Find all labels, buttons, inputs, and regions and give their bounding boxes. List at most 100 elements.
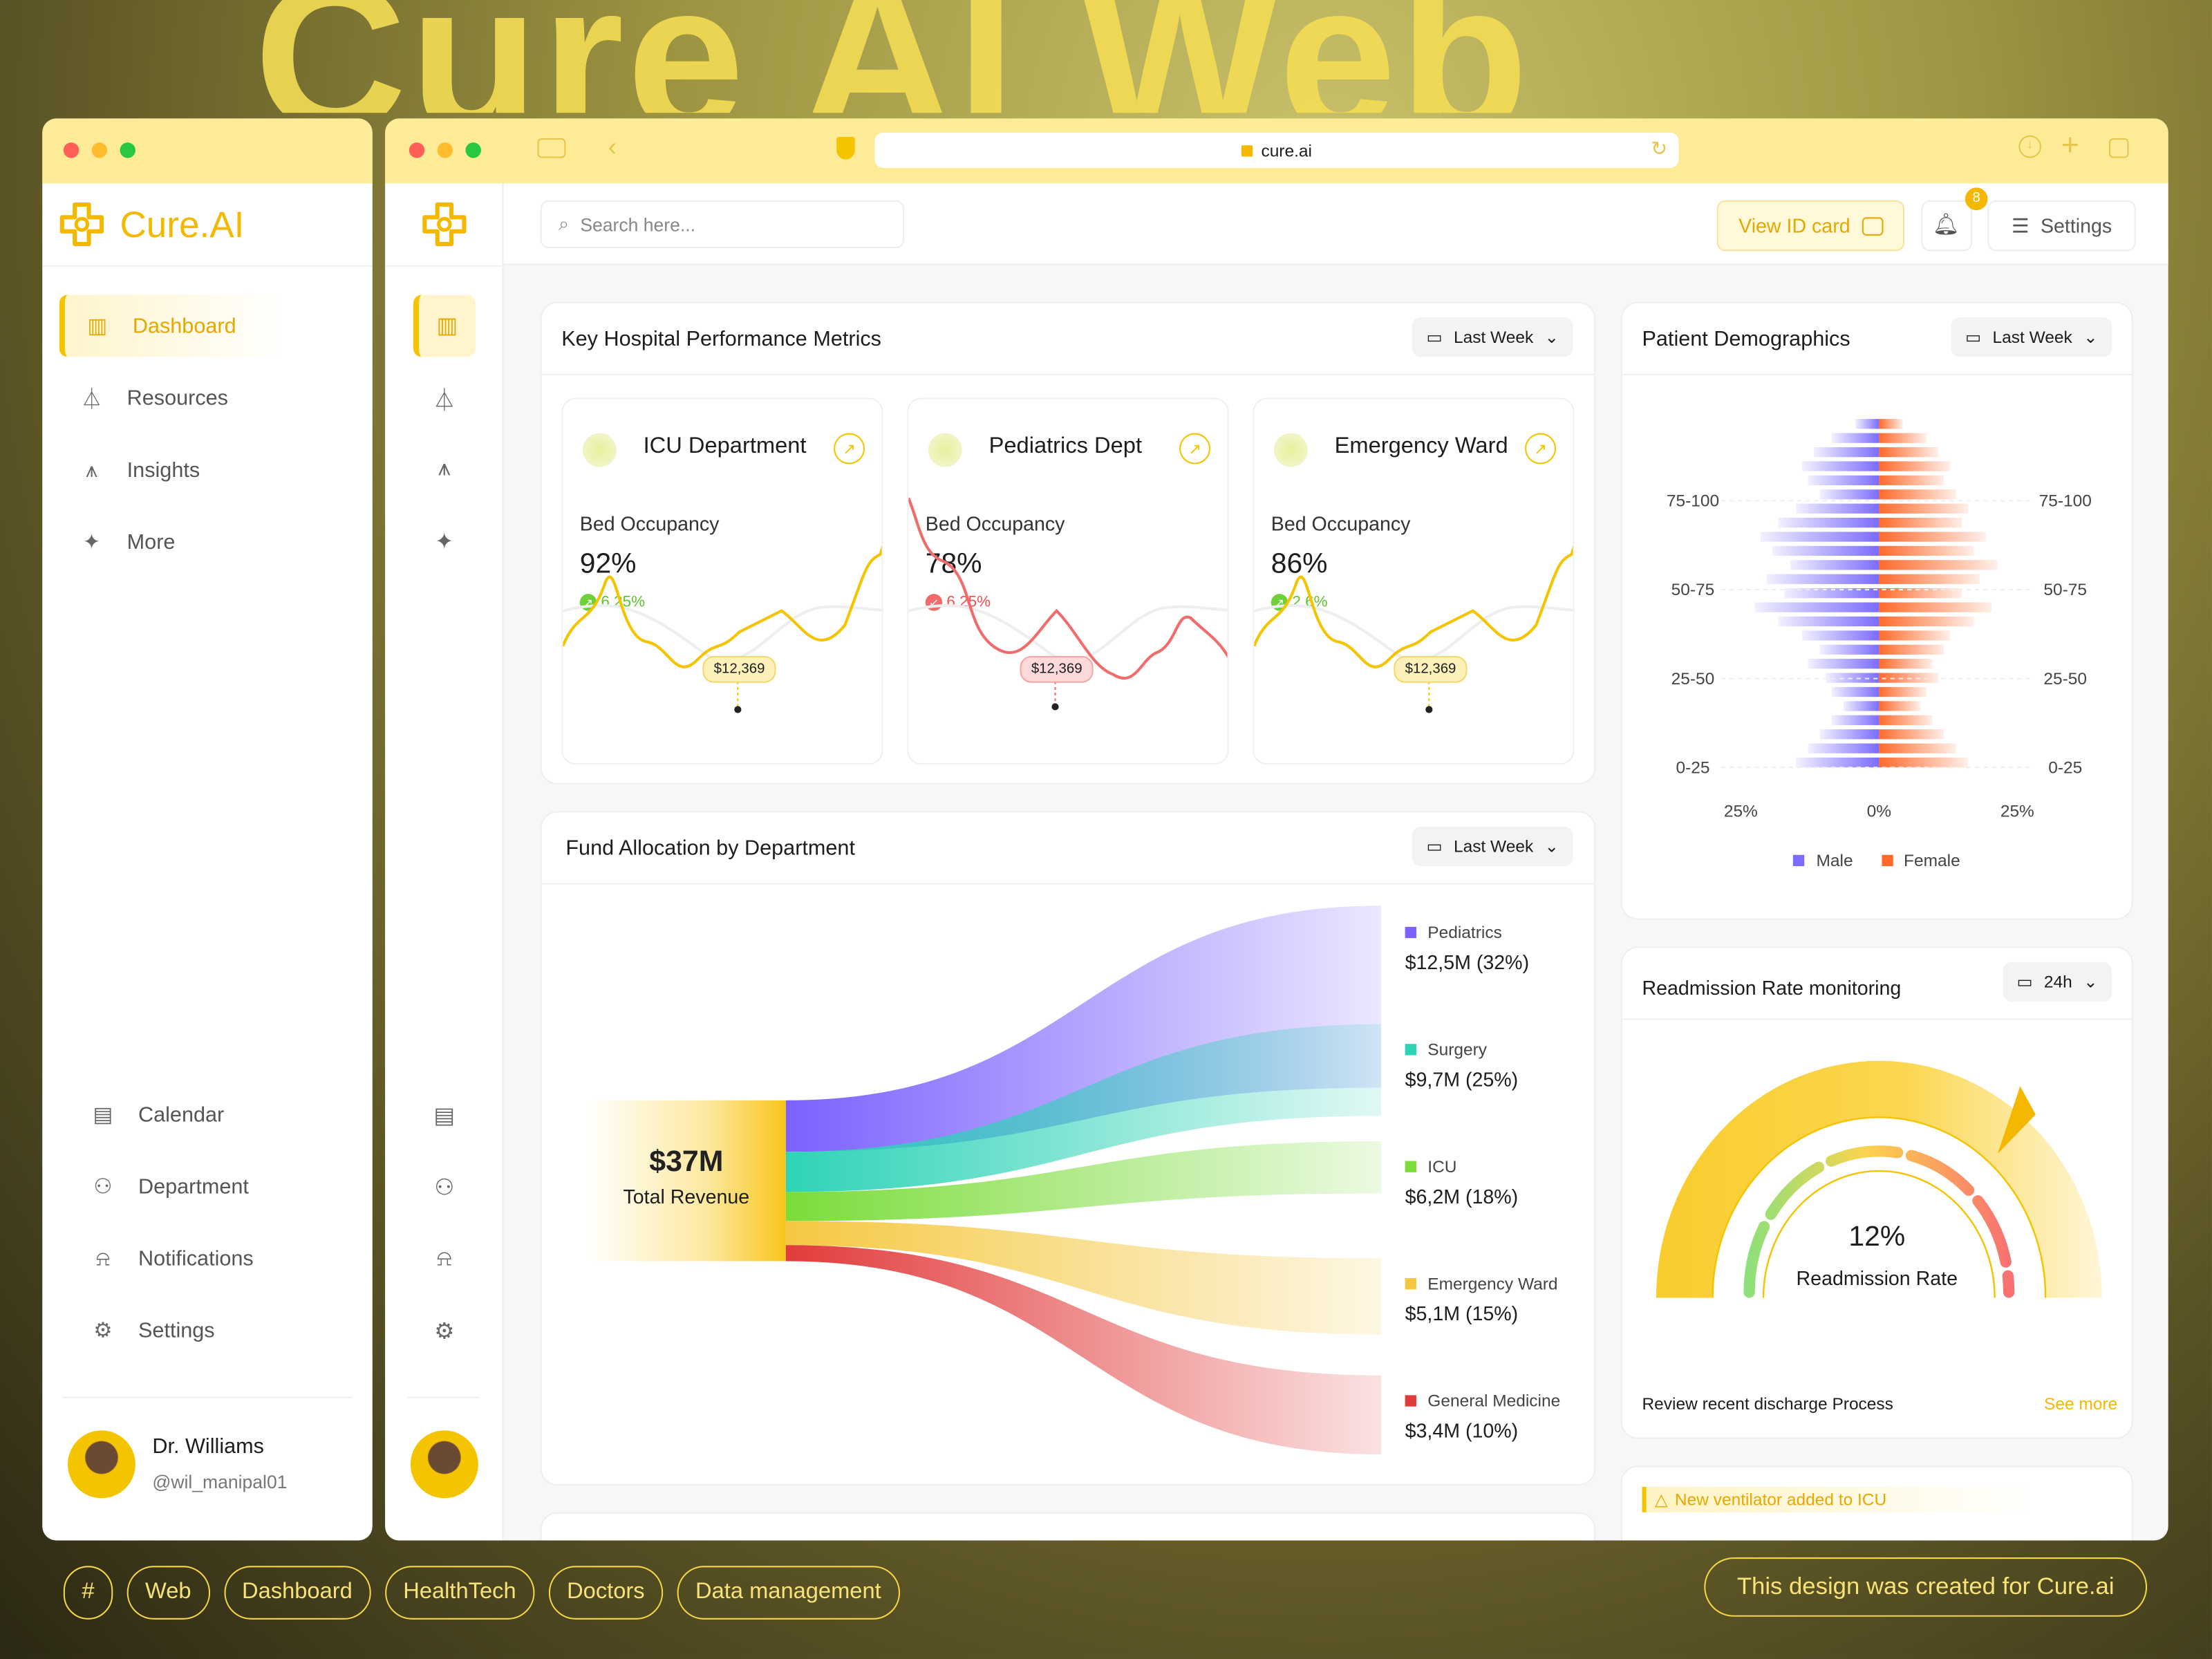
- male-bar: [1826, 673, 1880, 683]
- view-id-card-button[interactable]: View ID card: [1716, 200, 1905, 252]
- tag-web[interactable]: Web: [126, 1566, 210, 1620]
- sidebar-toggle-icon[interactable]: [537, 138, 566, 158]
- female-bar: [1879, 517, 1962, 528]
- download-icon[interactable]: ↓: [2018, 135, 2042, 158]
- sankey-chart: [785, 906, 1381, 1455]
- lock-icon: [1241, 144, 1253, 156]
- female-bar: [1879, 475, 1944, 486]
- rail-layout-button[interactable]: ▥: [413, 294, 476, 357]
- sidebar-item-more[interactable]: ✦ More: [59, 511, 313, 573]
- sidebar-item-insights[interactable]: ⩚ Insights: [59, 439, 313, 501]
- arrow-up-right-icon[interactable]: ↗: [1525, 433, 1557, 465]
- close-window-button[interactable]: [63, 142, 79, 158]
- reload-icon[interactable]: ↻: [1651, 136, 1668, 160]
- minimize-window-button[interactable]: [437, 142, 453, 158]
- sidebar-item-department[interactable]: ⚇ Department: [71, 1155, 324, 1217]
- legend-male: Male: [1793, 851, 1853, 870]
- fund-range-select[interactable]: ▭ Last Week ⌄: [1412, 826, 1573, 867]
- sidebar-item-calendar[interactable]: ▤ Calendar: [71, 1083, 324, 1145]
- tag-healthtech[interactable]: HealthTech: [384, 1566, 535, 1620]
- rail-users-button[interactable]: ⚇: [413, 1156, 476, 1219]
- legend-swatch: [1881, 854, 1893, 867]
- sidebar-item-settings[interactable]: ⚙ Settings: [71, 1300, 324, 1362]
- tag-dashboard[interactable]: Dashboard: [223, 1566, 371, 1620]
- notification-item[interactable]: △ New ventilator added to ICU: [1642, 1487, 2037, 1512]
- sidebar-item-resources[interactable]: ⏃ Resources: [59, 367, 313, 429]
- kpi-card-icu-department[interactable]: ICU Department ↗ Bed Occupancy 92% ↗ 6.25…: [561, 397, 883, 765]
- range-label: Last Week: [1453, 836, 1534, 856]
- age-label-left: 25-50: [1671, 670, 1715, 688]
- male-bar: [1819, 644, 1880, 655]
- tag-doctors[interactable]: Doctors: [548, 1566, 664, 1620]
- legend-swatch: [1405, 1277, 1416, 1290]
- age-label-right: 75-100: [2039, 492, 2092, 511]
- legend-swatch: [1405, 926, 1416, 939]
- rail-sparkle-button[interactable]: ✦: [413, 511, 476, 573]
- demographics-range-select[interactable]: ▭ Last Week ⌄: [1951, 317, 2112, 357]
- rail-chart-button[interactable]: ⩚: [413, 439, 476, 501]
- users-icon: ⚇: [434, 1177, 455, 1201]
- avatar[interactable]: [410, 1430, 478, 1499]
- flask-icon: ⏃: [433, 389, 456, 413]
- chevron-down-icon: ⌄: [1544, 836, 1559, 856]
- back-icon[interactable]: ‹: [608, 132, 617, 161]
- settings-button[interactable]: ☰ Settings: [1987, 200, 2136, 252]
- notifications-button[interactable]: 🔔︎ 8: [1921, 187, 1988, 252]
- new-tab-icon[interactable]: +: [2061, 126, 2079, 162]
- male-bar: [1801, 461, 1880, 471]
- female-bar: [1879, 545, 1974, 556]
- calendar-icon: ▭: [1426, 836, 1443, 856]
- id-card-icon: [1861, 216, 1883, 235]
- sparkline: [908, 497, 1228, 711]
- sankey-flow-icu[interactable]: [785, 1141, 1381, 1221]
- male-bar: [1819, 489, 1880, 500]
- readmission-range-select[interactable]: ▭ 24h ⌄: [2003, 962, 2112, 1002]
- maximize-window-button[interactable]: [120, 142, 135, 158]
- url-bar[interactable]: cure.ai ↻: [874, 132, 1679, 168]
- rail-flask-button[interactable]: ⏃: [413, 367, 476, 429]
- close-window-button[interactable]: [409, 142, 425, 158]
- shield-icon[interactable]: [836, 136, 855, 160]
- rail-gear-button[interactable]: ⚙: [413, 1301, 476, 1363]
- sankey-flow-surgery[interactable]: [785, 1024, 1381, 1192]
- male-bar: [1796, 757, 1880, 768]
- female-bar: [1879, 729, 1944, 740]
- gear-icon: ⚙: [93, 1319, 113, 1343]
- female-bar: [1879, 433, 1927, 443]
- arrow-up-right-icon[interactable]: ↗: [1179, 433, 1211, 465]
- sidebar-item-notifications[interactable]: ⍾ Notifications: [71, 1227, 324, 1289]
- tag-list: # Web Dashboard HealthTech Doctors Data manag…: [63, 1566, 900, 1620]
- department-name: General Medicine: [1427, 1391, 1561, 1411]
- avatar[interactable]: [67, 1430, 135, 1499]
- maximize-window-button[interactable]: [465, 142, 481, 158]
- notification-text: New ventilator added to ICU: [1674, 1490, 1887, 1510]
- minimize-window-button[interactable]: [91, 142, 108, 158]
- female-bar: [1879, 447, 1939, 458]
- kpi-card-pediatrics-dept[interactable]: Pediatrics Dept ↗ Bed Occupancy 78% ↙ 6.2…: [907, 397, 1229, 765]
- readmission-card: Readmission Rate monitoring ▭ 24h ⌄ 12% Re…: [1620, 946, 2133, 1439]
- notification-card: △ New ventilator added to ICU: [1620, 1465, 2133, 1541]
- rail-calendar-button[interactable]: ▤: [413, 1085, 476, 1147]
- department-name: ICU Department: [643, 434, 807, 459]
- search-input[interactable]: ⌕ Search here...: [540, 200, 905, 249]
- search-placeholder: Search here...: [580, 214, 695, 235]
- department-icon: [1273, 433, 1308, 467]
- department-amount: $9,7M (25%): [1405, 1067, 1519, 1091]
- total-label: Total Revenue: [623, 1185, 750, 1208]
- gauge-track: [1656, 1060, 2102, 1298]
- kpi-card-emergency-ward[interactable]: Emergency Ward ↗ Bed Occupancy 86% ↗ 2.6%…: [1253, 397, 1575, 765]
- male-bar: [1843, 701, 1880, 711]
- tag-hash[interactable]: #: [63, 1566, 113, 1620]
- tag-data-management[interactable]: Data management: [677, 1566, 900, 1620]
- kpi-range-select[interactable]: ▭ Last Week ⌄: [1412, 317, 1573, 357]
- rail-bell-button[interactable]: ⍾: [413, 1229, 476, 1291]
- department-name: Emergency Ward: [1334, 434, 1508, 459]
- male-bar: [1760, 532, 1880, 542]
- sidebar-item-dashboard[interactable]: ▥ Dashboard: [59, 294, 314, 357]
- see-more-link[interactable]: See more: [2044, 1394, 2118, 1414]
- legend-swatch: [1405, 1161, 1416, 1172]
- arrow-up-right-icon[interactable]: ↗: [834, 433, 865, 465]
- tabs-icon[interactable]: [2108, 138, 2129, 158]
- sankey-flow-emergency-ward[interactable]: [785, 1221, 1381, 1335]
- sankey-flow-general-medicine[interactable]: [785, 1245, 1381, 1455]
